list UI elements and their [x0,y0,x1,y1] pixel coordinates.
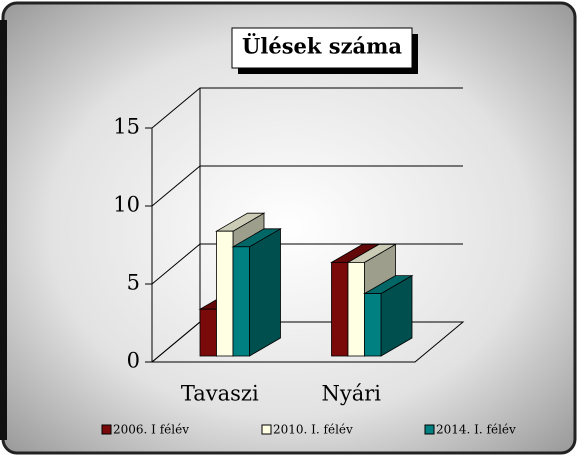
bar-front [199,308,217,357]
chart-title: Ülések száma [242,34,402,59]
plot-area: 0 5 10 15 Tavaszi Nyári 2006. I félév 2010. I. … [101,87,516,437]
bar-front [364,293,382,357]
legend-label: 2006. I félév [113,423,189,437]
panel-edge [0,20,7,440]
legend-swatch [424,424,435,435]
bar-side [249,228,281,357]
y-tick-label: 10 [113,193,140,217]
y-tick-label: 0 [127,349,140,373]
bar [363,274,414,357]
legend-swatch [101,424,112,435]
x-tick-label: Nyári [321,382,381,406]
legend-swatch [261,424,272,435]
grid-line [151,165,463,207]
y-tick-label: 5 [127,271,140,295]
y-tick-label: 15 [113,115,140,139]
bar-front [216,230,234,357]
bar-front [232,246,250,357]
legend-label: 2014. I. félév [436,423,516,437]
bar-front [331,261,349,357]
x-tick-label: Tavaszi [181,382,259,406]
title-box [231,27,413,69]
legend-label: 2010. I. félév [273,423,353,437]
bar-front [347,261,365,357]
bar [231,228,282,357]
grid-line [151,87,463,129]
